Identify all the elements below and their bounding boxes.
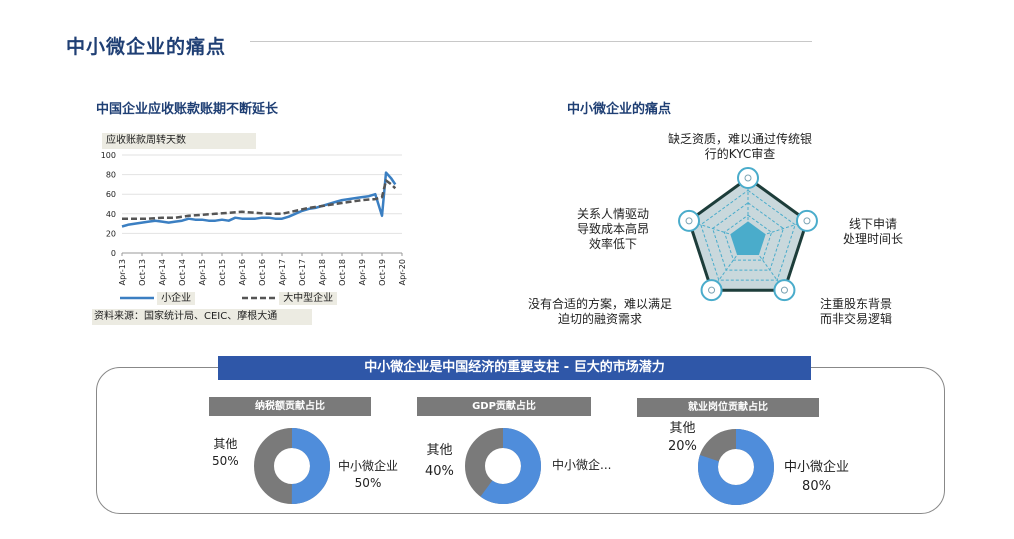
chart-source: 资料来源：国家统计局、CEIC、摩根大通 xyxy=(92,309,312,325)
radar-label-right: 线下申请 处理时间长 xyxy=(843,217,904,246)
title-divider xyxy=(250,41,812,42)
donut-chart-tax xyxy=(254,428,330,504)
radar-inner-polygon xyxy=(730,221,766,255)
donut-title-jobs: 就业岗位贡献占比 xyxy=(637,398,819,417)
radar-label-bottom-right: 注重股东背景 而非交易逻辑 xyxy=(820,297,893,326)
donut-sme-label-gdp: 中小微企... xyxy=(552,458,612,472)
y-tick-label: 20 xyxy=(106,229,116,238)
radar-label-top: 缺乏资质，难以通过传统银 行的KYC审查 xyxy=(668,132,813,161)
donut-title-tax: 纳税额贡献占比 xyxy=(209,397,371,416)
series-line-small xyxy=(121,171,397,228)
series-line-large xyxy=(122,179,397,220)
donut-other-label-gdp: 其他 40% xyxy=(425,443,454,479)
people-icon xyxy=(678,209,701,232)
x-tick-label: Apr-19 xyxy=(358,259,367,285)
donut-sme-slice xyxy=(254,428,330,504)
radar-grid-ring xyxy=(712,202,784,271)
x-tick-label: Apr-16 xyxy=(238,259,247,285)
legend-label-large: 大中型企业 xyxy=(279,292,338,305)
x-tick-label: Apr-20 xyxy=(398,259,407,285)
radar-label-bottom-left: 没有合适的方案，难以满足 迫切的融资需求 xyxy=(528,297,673,326)
x-tick-label: Apr-15 xyxy=(198,259,207,285)
y-tick-label: 100 xyxy=(101,151,116,160)
legend-item-large: 大中型企业 xyxy=(242,289,338,305)
search-icon xyxy=(700,279,723,302)
page-title: 中小微企业的痛点 xyxy=(66,36,227,58)
donut-sme-slice xyxy=(698,429,774,505)
radar-chart xyxy=(678,167,818,302)
x-tick-label: Apr-13 xyxy=(118,259,127,285)
legend-item-small: 小企业 xyxy=(120,289,196,305)
key-icon xyxy=(737,167,759,189)
x-tick-label: Apr-18 xyxy=(318,259,327,285)
document-icon xyxy=(773,279,796,302)
hand-icon xyxy=(795,209,818,232)
radar-title: 中小微企业的痛点 xyxy=(567,102,672,117)
donut-sme-label-jobs: 中小微企业 80% xyxy=(784,460,850,494)
radar-label-left: 关系人情驱动 导致成本高昂 效率低下 xyxy=(577,207,650,251)
donut-sme-slice xyxy=(465,428,541,504)
y-tick-label: 80 xyxy=(106,171,116,180)
donut-other-label-tax: 其他 50% xyxy=(212,437,239,468)
donut-sme-label-tax: 中小微企业 50% xyxy=(338,459,399,490)
x-tick-label: Oct-13 xyxy=(138,259,147,286)
donut-chart-jobs xyxy=(698,429,774,505)
donut-chart-gdp xyxy=(465,428,541,504)
y-tick-label: 60 xyxy=(106,190,116,199)
legend-label-small: 小企业 xyxy=(157,292,196,305)
x-tick-label: Oct-19 xyxy=(378,259,387,286)
x-tick-label: Apr-14 xyxy=(158,259,167,285)
radar-grid-ring xyxy=(700,189,796,281)
line-chart-ylabel: 应收账款周转天数 xyxy=(102,133,256,149)
banner: 中小微企业是中国经济的重要支柱 - 巨大的市场潜力 xyxy=(218,356,811,380)
radar-grid-ring xyxy=(723,214,773,261)
x-tick-label: Oct-17 xyxy=(298,259,307,286)
radar-outer-polygon xyxy=(687,176,809,292)
x-tick-label: Apr-17 xyxy=(278,259,287,285)
y-tick-label: 40 xyxy=(106,210,116,219)
x-tick-label: Oct-18 xyxy=(338,259,347,286)
line-chart-title: 中国企业应收账款账期不断延长 xyxy=(96,102,279,117)
x-tick-label: Oct-15 xyxy=(218,259,227,286)
y-tick-label: 0 xyxy=(111,249,116,258)
donut-other-label-jobs: 其他 20% xyxy=(668,421,697,454)
x-tick-label: Oct-14 xyxy=(178,259,187,286)
donut-title-gdp: GDP贡献占比 xyxy=(417,397,591,416)
line-chart: 0 20 40 60 80 100 Apr-13 Oct-13 Apr-14 Oct-14 Apr-… xyxy=(101,151,407,286)
x-tick-label: Oct-16 xyxy=(258,259,267,286)
